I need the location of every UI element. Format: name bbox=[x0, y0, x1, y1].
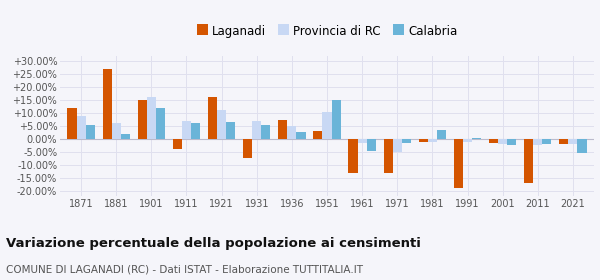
Legend: Laganadi, Provincia di RC, Calabria: Laganadi, Provincia di RC, Calabria bbox=[192, 20, 462, 42]
Bar bbox=[208, 97, 217, 139]
Bar bbox=[262, 125, 271, 139]
Bar bbox=[349, 139, 358, 173]
Bar bbox=[454, 139, 463, 188]
Text: Variazione percentuale della popolazione ai censimenti: Variazione percentuale della popolazione… bbox=[6, 237, 421, 249]
Bar bbox=[524, 139, 533, 183]
Bar bbox=[77, 116, 86, 139]
Bar bbox=[463, 139, 472, 142]
Bar bbox=[252, 121, 262, 139]
Text: COMUNE DI LAGANADI (RC) - Dati ISTAT - Elaborazione TUTTITALIA.IT: COMUNE DI LAGANADI (RC) - Dati ISTAT - E… bbox=[6, 265, 363, 275]
Bar bbox=[542, 139, 551, 144]
Bar bbox=[507, 139, 517, 145]
Bar bbox=[243, 139, 252, 158]
Bar bbox=[217, 110, 226, 139]
Bar bbox=[147, 97, 156, 139]
Bar bbox=[383, 139, 392, 173]
Bar bbox=[103, 69, 112, 139]
Bar bbox=[173, 139, 182, 149]
Bar bbox=[437, 130, 446, 139]
Bar bbox=[67, 108, 77, 139]
Bar bbox=[226, 122, 235, 139]
Bar bbox=[358, 139, 367, 143]
Bar bbox=[322, 112, 332, 139]
Bar bbox=[559, 139, 568, 144]
Bar bbox=[86, 125, 95, 139]
Bar bbox=[156, 108, 165, 139]
Bar bbox=[137, 100, 147, 139]
Bar bbox=[533, 139, 542, 145]
Bar bbox=[428, 139, 437, 142]
Bar bbox=[392, 139, 402, 152]
Bar bbox=[402, 139, 411, 143]
Bar bbox=[367, 139, 376, 151]
Bar bbox=[182, 121, 191, 139]
Bar bbox=[313, 131, 322, 139]
Bar bbox=[112, 123, 121, 139]
Bar bbox=[278, 120, 287, 139]
Bar bbox=[191, 123, 200, 139]
Bar bbox=[332, 100, 341, 139]
Bar bbox=[419, 139, 428, 142]
Bar bbox=[498, 139, 507, 144]
Bar bbox=[568, 139, 577, 144]
Bar bbox=[577, 139, 587, 153]
Bar bbox=[121, 134, 130, 139]
Bar bbox=[489, 139, 498, 143]
Bar bbox=[287, 126, 296, 139]
Bar bbox=[472, 138, 481, 139]
Bar bbox=[296, 132, 305, 139]
